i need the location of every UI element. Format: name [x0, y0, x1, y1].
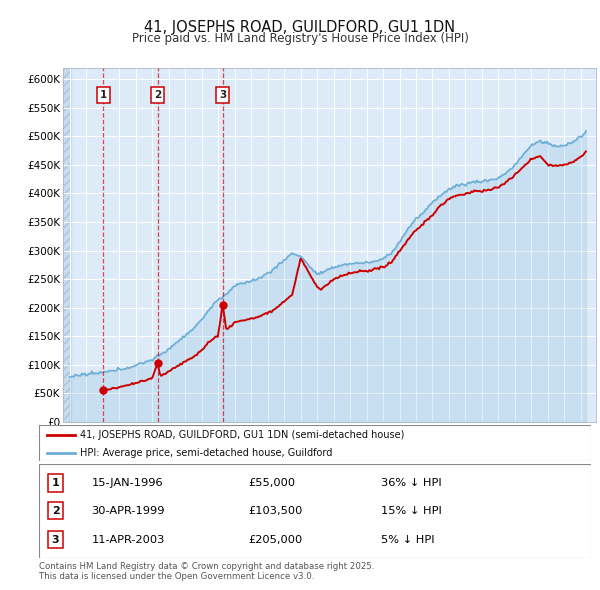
Text: 15-JAN-1996: 15-JAN-1996: [91, 478, 163, 488]
Text: 3: 3: [52, 535, 59, 545]
FancyBboxPatch shape: [39, 464, 591, 558]
Text: 1: 1: [52, 478, 59, 488]
Text: 15% ↓ HPI: 15% ↓ HPI: [381, 506, 442, 516]
Text: HPI: Average price, semi-detached house, Guildford: HPI: Average price, semi-detached house,…: [80, 448, 333, 458]
Bar: [63, 68, 71, 422]
Text: Price paid vs. HM Land Registry's House Price Index (HPI): Price paid vs. HM Land Registry's House …: [131, 32, 469, 45]
Text: 41, JOSEPHS ROAD, GUILDFORD, GU1 1DN (semi-detached house): 41, JOSEPHS ROAD, GUILDFORD, GU1 1DN (se…: [80, 430, 405, 440]
Text: 5% ↓ HPI: 5% ↓ HPI: [381, 535, 435, 545]
Text: £55,000: £55,000: [249, 478, 296, 488]
Text: 11-APR-2003: 11-APR-2003: [91, 535, 165, 545]
Text: 30-APR-1999: 30-APR-1999: [91, 506, 165, 516]
Text: 41, JOSEPHS ROAD, GUILDFORD, GU1 1DN: 41, JOSEPHS ROAD, GUILDFORD, GU1 1DN: [145, 20, 455, 35]
Text: 36% ↓ HPI: 36% ↓ HPI: [381, 478, 442, 488]
Text: 3: 3: [219, 90, 226, 100]
FancyBboxPatch shape: [39, 425, 591, 461]
Text: 2: 2: [52, 506, 59, 516]
Text: £103,500: £103,500: [249, 506, 303, 516]
Text: 2: 2: [154, 90, 161, 100]
Text: Contains HM Land Registry data © Crown copyright and database right 2025.
This d: Contains HM Land Registry data © Crown c…: [39, 562, 374, 581]
Text: £205,000: £205,000: [249, 535, 303, 545]
Text: 1: 1: [100, 90, 107, 100]
Bar: [63, 68, 71, 422]
